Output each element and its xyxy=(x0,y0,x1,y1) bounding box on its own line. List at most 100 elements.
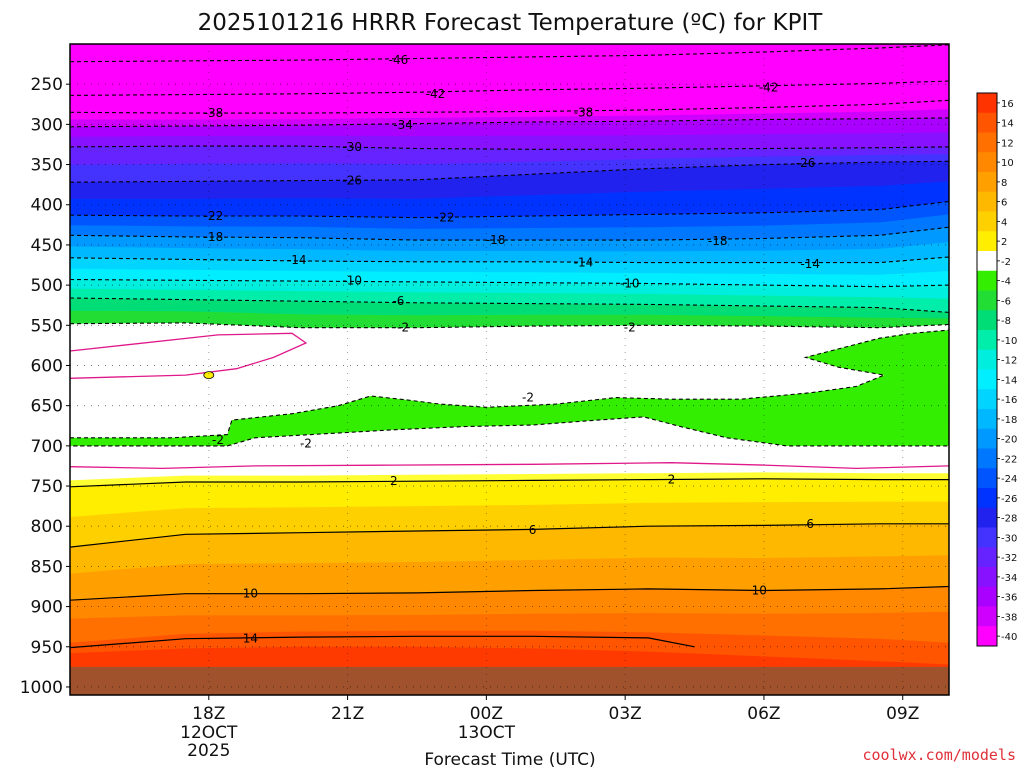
colorbar-swatch xyxy=(977,270,997,291)
contour-line xyxy=(70,635,695,649)
contour-label: -22 xyxy=(204,209,224,223)
contour-label: -42 xyxy=(426,87,446,101)
contour-label: 2 xyxy=(668,473,676,487)
colorbar-swatch xyxy=(977,626,997,647)
colorbar-label: 8 xyxy=(1001,178,1007,189)
colorbar-swatch xyxy=(977,507,997,528)
contour-label: -42 xyxy=(759,80,779,94)
colorbar-swatch xyxy=(977,132,997,153)
colorbar-label: -38 xyxy=(1001,612,1017,623)
colorbar-swatch xyxy=(977,409,997,430)
contour-line xyxy=(70,160,949,183)
contour-label: -22 xyxy=(435,211,455,225)
colorbar-swatch xyxy=(977,211,997,232)
contour-label: -18 xyxy=(486,233,506,247)
colorbar: 16 14 12 10 8 6 4 2 -2 -4 -6 -8 -10 -12 -14 -16 -18 -20 -2… xyxy=(976,92,1017,647)
colorbar-label: -12 xyxy=(1001,356,1017,367)
y-tick-label: 650 xyxy=(31,397,63,417)
contour-label: -38 xyxy=(204,106,224,120)
contour-label: -10 xyxy=(342,273,362,287)
contour-label: -2 xyxy=(624,321,636,335)
colorbar-label: -26 xyxy=(1001,494,1017,505)
contour-label: -18 xyxy=(708,234,728,248)
y-tick-label: 1000 xyxy=(20,678,63,698)
contour-label: -34 xyxy=(393,118,413,132)
colorbar-swatch xyxy=(977,290,997,311)
y-tick-label: 400 xyxy=(31,196,63,216)
contour-label: -2 xyxy=(300,436,312,450)
contour-label: -46 xyxy=(389,53,409,67)
contour-label: -6 xyxy=(392,294,404,308)
surface-fill xyxy=(70,666,949,695)
colorbar-label: -16 xyxy=(1001,395,1017,406)
temperature-bands xyxy=(70,44,949,695)
colorbar-label: -4 xyxy=(1001,277,1011,288)
x-tick-label: 06Z xyxy=(747,704,780,724)
colorbar-label: 16 xyxy=(1001,99,1014,110)
x-axis-label: Forecast Time (UTC) xyxy=(424,750,595,768)
colorbar-swatch xyxy=(977,93,997,114)
colorbar-label: -10 xyxy=(1001,336,1017,347)
plot-frame xyxy=(69,43,950,696)
colorbar-swatch xyxy=(977,488,997,509)
x-tick-label: 21Z xyxy=(331,704,364,724)
colorbar-label: -8 xyxy=(1001,316,1011,327)
colorbar-swatch xyxy=(977,231,997,252)
colorbar-label: -28 xyxy=(1001,514,1017,525)
x-tick-label: 09Z xyxy=(886,704,919,724)
colorbar-swatch xyxy=(977,527,997,548)
colorbar-swatch xyxy=(977,349,997,370)
contour-line xyxy=(70,99,949,114)
y-tick-label: 600 xyxy=(31,356,63,376)
colorbar-swatch xyxy=(977,251,997,272)
colorbar-label: -34 xyxy=(1001,573,1017,584)
colorbar-label: 2 xyxy=(1001,237,1007,248)
colorbar-label: 6 xyxy=(1001,198,1007,209)
colorbar-label: -6 xyxy=(1001,296,1011,307)
y-tick-label: 800 xyxy=(31,517,63,537)
contour-label: -26 xyxy=(342,174,362,188)
colorbar-label: -24 xyxy=(1001,474,1017,485)
contour-label: -2 xyxy=(522,391,534,405)
y-tick-label: 850 xyxy=(31,557,63,577)
contour-label: -14 xyxy=(574,256,594,270)
contour-line xyxy=(70,117,949,128)
colorbar-swatch xyxy=(977,369,997,390)
plot-area: -46-42 -42-38 -38-34-30-26-26-22 -22-18 -18-… xyxy=(70,44,949,695)
colorbar-frame xyxy=(976,92,998,647)
contour-line xyxy=(70,200,949,219)
colorbar-swatch xyxy=(977,428,997,449)
y-tick-label: 300 xyxy=(31,115,63,135)
y-tick-label: 250 xyxy=(31,75,63,95)
contour-line xyxy=(70,322,949,329)
colorbar-label: -20 xyxy=(1001,435,1017,446)
colorbar-swatch xyxy=(977,310,997,331)
colorbar-label: -36 xyxy=(1001,593,1017,604)
x-tick-label: 00Z xyxy=(470,704,503,724)
contour-label: -26 xyxy=(796,156,816,170)
colorbar-label: -18 xyxy=(1001,415,1017,426)
contour-label: -2 xyxy=(212,433,224,447)
contour-labels: -46-42 -42-38 -38-34-30-26-26-22 -22-18 -18-… xyxy=(204,53,820,646)
colorbar-swatch xyxy=(977,606,997,627)
contour-line xyxy=(70,329,949,447)
contour-lines xyxy=(70,44,949,649)
colorbar-swatch xyxy=(977,567,997,588)
near-zero-zones xyxy=(70,330,949,470)
contour-label: 6 xyxy=(806,517,814,531)
contour-label: 2 xyxy=(390,474,398,488)
contour-line xyxy=(70,585,949,601)
zero-contour xyxy=(70,462,949,470)
y-tick-label: 900 xyxy=(31,598,63,618)
y-tick-label: 750 xyxy=(31,477,63,497)
contour-label: -38 xyxy=(574,105,594,119)
contour-line xyxy=(70,226,949,241)
colorbar-label: -30 xyxy=(1001,533,1017,544)
colorbar-swatch xyxy=(977,586,997,607)
contour-line xyxy=(70,523,949,548)
x-date-label: 2025 xyxy=(187,741,230,761)
contour-label: -10 xyxy=(620,277,640,291)
contour-label: 10 xyxy=(243,587,258,601)
